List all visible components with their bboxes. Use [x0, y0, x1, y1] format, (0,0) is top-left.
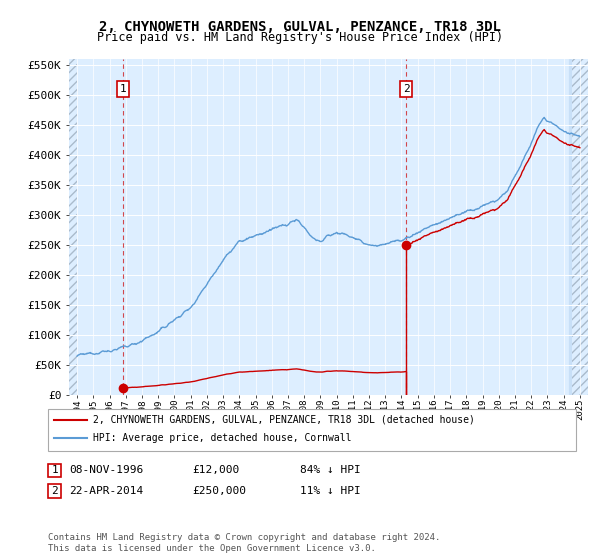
- Text: Price paid vs. HM Land Registry's House Price Index (HPI): Price paid vs. HM Land Registry's House …: [97, 31, 503, 44]
- Text: 2: 2: [51, 486, 58, 496]
- Text: £12,000: £12,000: [192, 465, 239, 475]
- Bar: [578, 59, 581, 395]
- Bar: [593, 59, 595, 395]
- Text: 2: 2: [403, 84, 410, 94]
- Bar: [598, 59, 600, 395]
- Text: 84% ↓ HPI: 84% ↓ HPI: [300, 465, 361, 475]
- Text: 2, CHYNOWETH GARDENS, GULVAL, PENZANCE, TR18 3DL: 2, CHYNOWETH GARDENS, GULVAL, PENZANCE, …: [99, 20, 501, 34]
- Text: 2, CHYNOWETH GARDENS, GULVAL, PENZANCE, TR18 3DL (detached house): 2, CHYNOWETH GARDENS, GULVAL, PENZANCE, …: [93, 415, 475, 425]
- Bar: [583, 59, 586, 395]
- Text: £250,000: £250,000: [192, 486, 246, 496]
- Text: 1: 1: [51, 465, 58, 475]
- Text: Contains HM Land Registry data © Crown copyright and database right 2024.
This d: Contains HM Land Registry data © Crown c…: [48, 533, 440, 553]
- Text: 1: 1: [120, 84, 127, 94]
- Bar: [69, 59, 77, 395]
- Text: 22-APR-2014: 22-APR-2014: [69, 486, 143, 496]
- Text: 08-NOV-1996: 08-NOV-1996: [69, 465, 143, 475]
- Text: HPI: Average price, detached house, Cornwall: HPI: Average price, detached house, Corn…: [93, 433, 352, 444]
- Bar: [574, 59, 576, 395]
- Bar: [569, 59, 571, 395]
- Bar: [572, 59, 596, 395]
- Bar: [588, 59, 590, 395]
- Text: 11% ↓ HPI: 11% ↓ HPI: [300, 486, 361, 496]
